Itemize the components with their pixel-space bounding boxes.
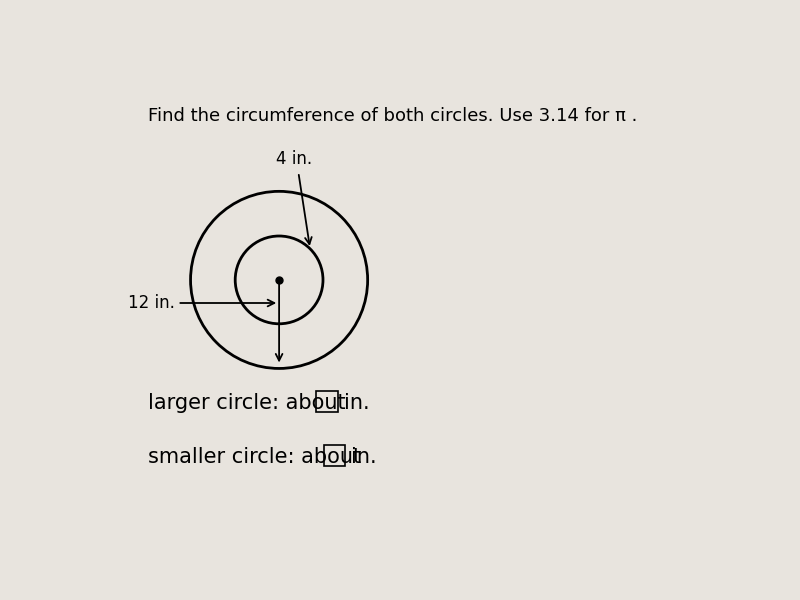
Text: larger circle: about: larger circle: about [148, 393, 346, 413]
Text: in.: in. [344, 393, 370, 413]
Text: smaller circle: about: smaller circle: about [148, 447, 362, 467]
Text: in.: in. [351, 447, 377, 467]
Text: 4 in.: 4 in. [277, 150, 313, 168]
Text: Find the circumference of both circles. Use 3.14 for π .: Find the circumference of both circles. … [148, 107, 638, 125]
Bar [316, 391, 338, 412]
Text: 12 in.: 12 in. [128, 294, 175, 312]
Bar [324, 445, 346, 466]
